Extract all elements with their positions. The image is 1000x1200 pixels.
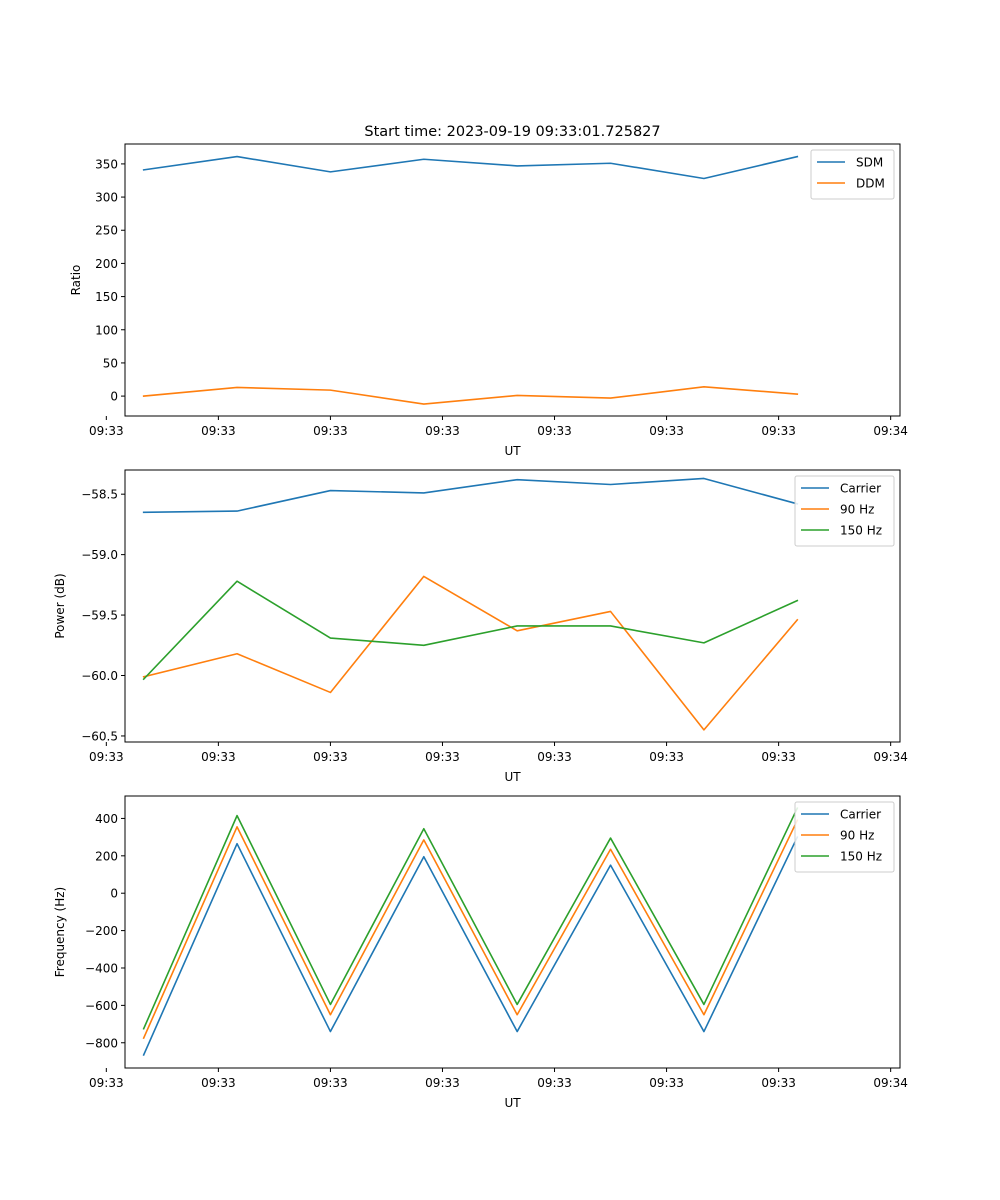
- y-tick-label: 0: [110, 390, 118, 404]
- x-tick-label: 09:33: [89, 424, 124, 438]
- series-line-90-hz: [142, 819, 799, 1040]
- y-tick-label: 50: [103, 356, 118, 370]
- y-tick-label: 350: [95, 157, 118, 171]
- y-tick-label: −60.5: [81, 729, 118, 743]
- legend-label-90-hz: 90 Hz: [840, 503, 874, 517]
- x-tick-label: 09:33: [537, 1076, 572, 1090]
- series-line-150-hz: [142, 580, 799, 681]
- y-axis-label: Ratio: [69, 265, 83, 296]
- y-axis-label: Power (dB): [53, 573, 67, 638]
- series-line-sdm: [142, 155, 799, 180]
- x-tick-label: 09:33: [761, 1076, 796, 1090]
- x-tick-label: 09:33: [313, 1076, 348, 1090]
- x-tick-label: 09:33: [201, 1076, 236, 1090]
- chart-title: Start time: 2023-09-19 09:33:01.725827: [364, 124, 660, 140]
- legend: Carrier 90 Hz 150 Hz: [794, 801, 895, 873]
- x-tick-label: 09:33: [425, 424, 460, 438]
- legend-label-carrier: Carrier: [840, 808, 881, 822]
- y-tick-label: −60.0: [81, 669, 118, 683]
- series-line-carrier: [142, 836, 799, 1056]
- y-tick-label: 300: [95, 191, 118, 205]
- x-tick-label: 09:33: [89, 750, 124, 764]
- x-tick-label: 09:33: [649, 1076, 684, 1090]
- legend: Carrier 90 Hz 150 Hz: [794, 475, 895, 547]
- series-line-ddm: [142, 386, 799, 405]
- x-tick-label: 09:33: [425, 750, 460, 764]
- x-axis-label: UT: [504, 1096, 521, 1110]
- y-tick-label: −200: [85, 924, 118, 938]
- axes-frame: [124, 469, 901, 743]
- x-tick-label: 09:33: [649, 750, 684, 764]
- y-tick-label: −600: [85, 999, 118, 1013]
- y-tick-label: −59.0: [81, 548, 118, 562]
- series-line-carrier: [142, 477, 799, 514]
- x-tick-label: 09:33: [537, 750, 572, 764]
- axes-frame: [124, 795, 901, 1069]
- axes-frame: [124, 143, 901, 417]
- y-tick-label: 100: [95, 323, 118, 337]
- legend: SDM DDM: [810, 149, 895, 200]
- legend-label-90-hz: 90 Hz: [840, 829, 874, 843]
- panel-ratio: 09:33 09:33 09:33 09:33 09:33 09:33 09:33 09:34…: [69, 143, 908, 458]
- y-axis-label: Frequency (Hz): [53, 887, 67, 978]
- y-tick-label: −59.5: [81, 609, 118, 623]
- y-tick-label: 400: [95, 812, 118, 826]
- legend-label-ddm: DDM: [856, 177, 885, 191]
- panels: 09:33 09:33 09:33 09:33 09:33 09:33 09:33 09:34…: [53, 143, 908, 1110]
- x-tick-label: 09:33: [537, 424, 572, 438]
- x-tick-label: 09:34: [873, 1076, 908, 1090]
- panel-power: 09:33 09:33 09:33 09:33 09:33 09:33 09:33 09:34…: [53, 469, 908, 784]
- x-tick-label: 09:33: [761, 750, 796, 764]
- y-tick-label: −400: [85, 961, 118, 975]
- legend-label-150-hz: 150 Hz: [840, 850, 882, 864]
- legend-label-sdm: SDM: [856, 156, 883, 170]
- series-line-90-hz: [142, 575, 799, 731]
- x-axis-label: UT: [504, 770, 521, 784]
- x-tick-label: 09:34: [873, 424, 908, 438]
- x-tick-label: 09:33: [89, 1076, 124, 1090]
- x-tick-label: 09:33: [425, 1076, 460, 1090]
- y-tick-label: 200: [95, 849, 118, 863]
- legend-box: [794, 801, 895, 873]
- legend-label-150-hz: 150 Hz: [840, 524, 882, 538]
- y-tick-label: 250: [95, 224, 118, 238]
- x-axis-label: UT: [504, 444, 521, 458]
- x-tick-label: 09:33: [649, 424, 684, 438]
- series-line-150-hz: [142, 807, 799, 1030]
- panel-frequency: 09:33 09:33 09:33 09:33 09:33 09:33 09:33 09:34…: [53, 795, 908, 1110]
- y-tick-label: 0: [110, 887, 118, 901]
- x-tick-label: 09:33: [201, 424, 236, 438]
- y-tick-label: −800: [85, 1036, 118, 1050]
- y-tick-label: 200: [95, 257, 118, 271]
- x-tick-label: 09:33: [313, 750, 348, 764]
- x-tick-label: 09:33: [313, 424, 348, 438]
- x-tick-label: 09:33: [761, 424, 796, 438]
- y-tick-label: −58.5: [81, 488, 118, 502]
- x-tick-label: 09:34: [873, 750, 908, 764]
- x-tick-label: 09:33: [201, 750, 236, 764]
- legend-label-carrier: Carrier: [840, 482, 881, 496]
- legend-box: [794, 475, 895, 547]
- y-tick-label: 150: [95, 290, 118, 304]
